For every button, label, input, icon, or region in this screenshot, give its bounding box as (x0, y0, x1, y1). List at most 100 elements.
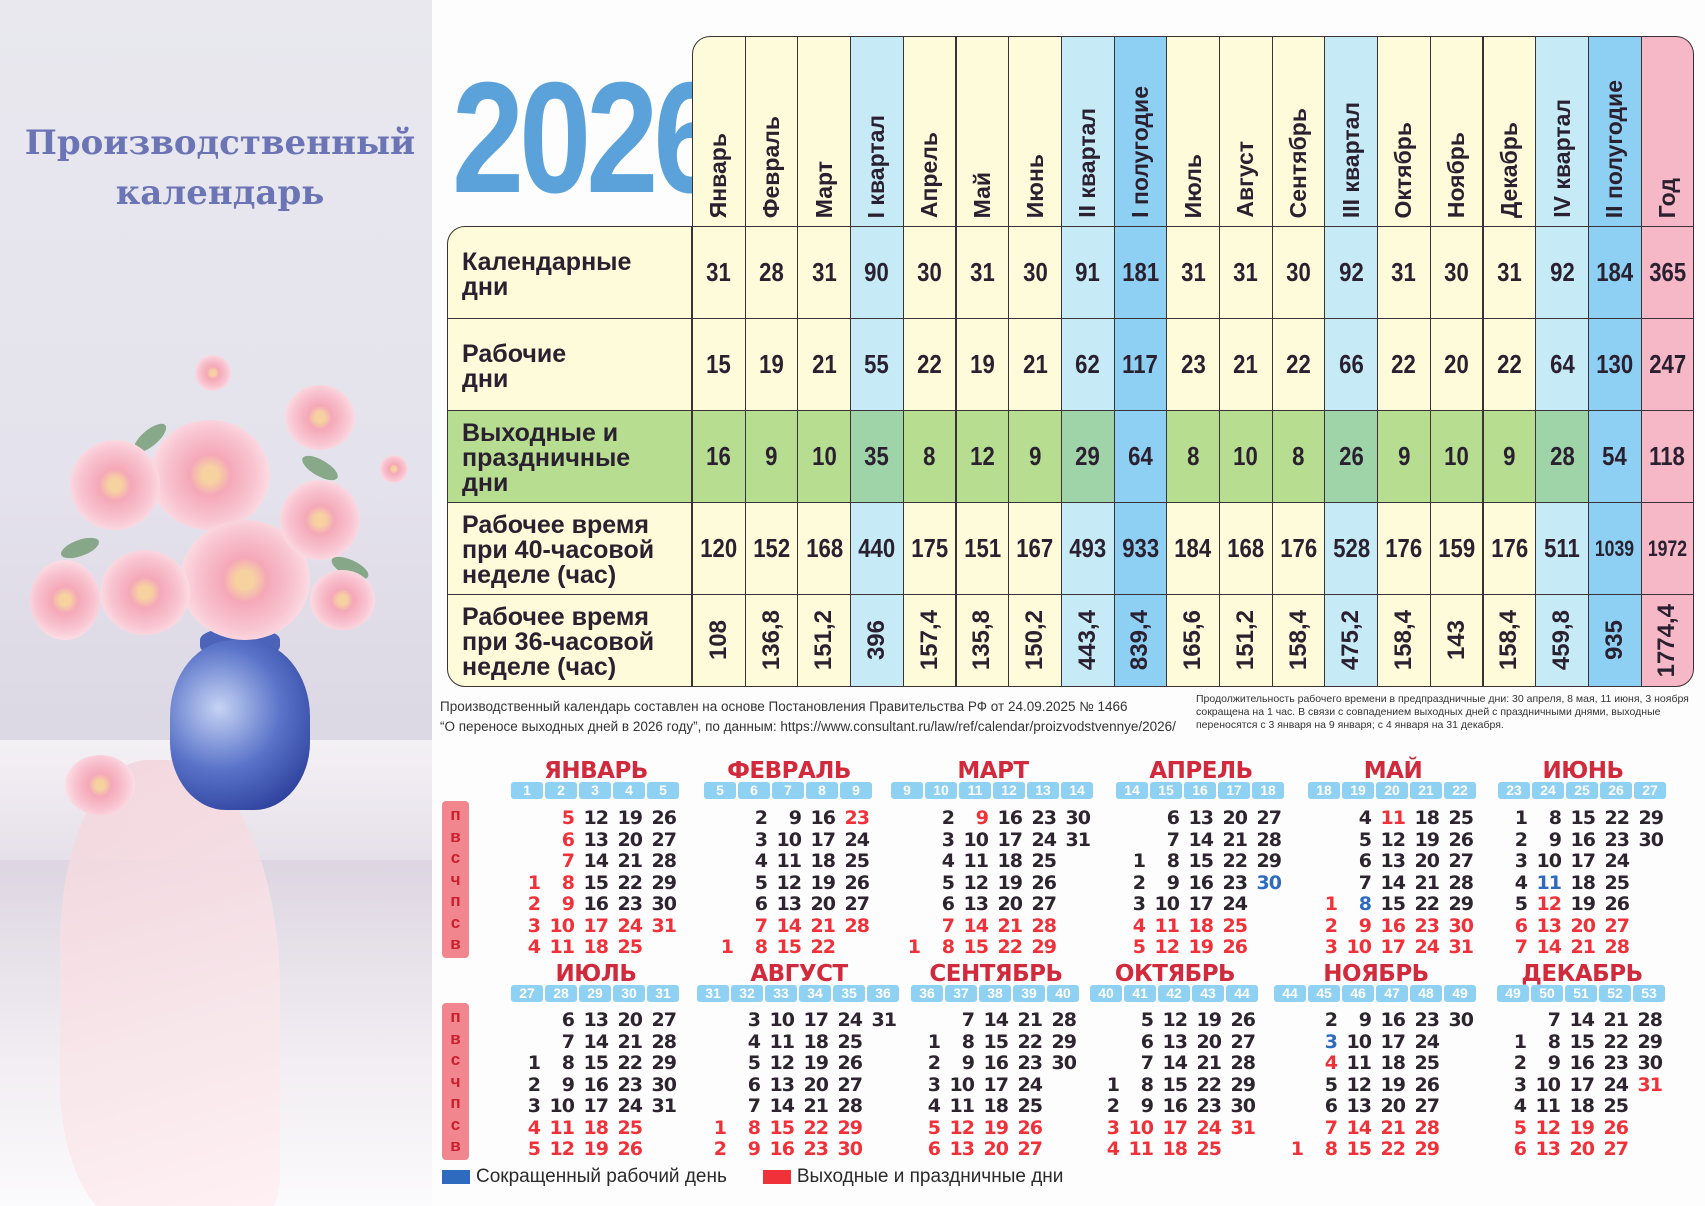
table-cell: 396 (850, 594, 904, 687)
day-cell: 9 (747, 1138, 761, 1160)
row-label-line: Выходные и (462, 419, 619, 447)
day-cell: 24 (1414, 1030, 1440, 1053)
day-cell: 23 (844, 807, 870, 829)
day-cell: 21 (1017, 1009, 1043, 1031)
day-cell: 4 (747, 1030, 761, 1053)
table-cell: 1774,4 (1640, 594, 1695, 687)
table-cell: 21 (1008, 318, 1062, 411)
day-cell: 29 (1414, 1138, 1440, 1160)
week-number: 14 (1116, 782, 1148, 799)
row-label-line: Рабочее время (462, 603, 649, 631)
weekday-label: п (450, 805, 461, 824)
day-cell: 11 (769, 1030, 795, 1053)
day-cell: 29 (1230, 1073, 1256, 1096)
day-cell: 6 (754, 893, 768, 915)
day-cell: 7 (1358, 871, 1372, 894)
cell-value: 528 (1332, 533, 1370, 563)
cell-value: 184 (1174, 533, 1212, 563)
column-header-9: I полугодие (1113, 36, 1168, 226)
day-cell: 13 (963, 893, 989, 915)
day-cell: 2 (713, 1138, 727, 1160)
table-cell: 184 (1587, 226, 1642, 319)
day-cell: 5 (754, 871, 768, 894)
day-cell: 27 (651, 828, 677, 851)
cell-value: 1774,4 (1653, 603, 1681, 678)
day-cell: 28 (1448, 871, 1474, 894)
day-cell: 8 (1548, 807, 1562, 829)
table-cell: 28 (1535, 410, 1589, 503)
day-cell: 11 (963, 850, 989, 872)
cell-value: 158,4 (1389, 610, 1417, 671)
column-header-label: II квартал (1074, 108, 1101, 218)
day-cell: 6 (1140, 1030, 1154, 1053)
day-cell: 6 (1358, 850, 1372, 872)
week-number: 23 (1498, 782, 1530, 799)
day-cell: 24 (1031, 828, 1057, 851)
weekday-label: в (450, 1136, 461, 1155)
table-cell: 1039 (1587, 502, 1642, 595)
day-cell: 28 (837, 1095, 863, 1117)
week-number: 22 (1444, 782, 1476, 799)
column-header-label: Апрель (916, 131, 943, 218)
month-1: ЯНВАРЬ 1 2 3 4 5 1 2 3 4 5 6 7 8 9 10 11 12 13 14 15 16 17 18 19… (511, 758, 681, 958)
cell-value: 167 (1016, 533, 1054, 563)
day-cell: 9 (561, 893, 575, 915)
day-cell: 28 (651, 1030, 677, 1053)
day-cell: 17 (1570, 850, 1596, 872)
day-cell: 9 (961, 1052, 975, 1074)
day-cell: 20 (983, 1138, 1009, 1160)
weekday-label: с (450, 1114, 461, 1134)
day-cell: 9 (1140, 1095, 1154, 1117)
day-cell: 27 (1414, 1095, 1440, 1117)
day-cell: 4 (1106, 1138, 1120, 1160)
day-cell: 30 (837, 1138, 863, 1160)
day-cell: 28 (1031, 914, 1057, 937)
month-title: МАЙ (1363, 758, 1423, 784)
table-cell: 130 (1587, 318, 1642, 411)
day-cell: 7 (561, 850, 575, 872)
day-cell: 21 (1414, 871, 1440, 894)
day-cell: 16 (1569, 1052, 1595, 1074)
day-cell: 28 (651, 850, 677, 872)
week-number: 3 (579, 782, 611, 799)
day-cell: 28 (1604, 936, 1630, 958)
day-cell: 23 (1222, 871, 1248, 894)
day-cell: 14 (963, 914, 989, 937)
day-cell: 15 (1188, 850, 1214, 872)
day-cell: 17 (1162, 1116, 1188, 1139)
day-cell: 21 (1222, 828, 1248, 851)
cell-value: 493 (1069, 533, 1107, 563)
day-cell: 22 (1604, 807, 1630, 829)
column-header-label: Декабрь (1495, 121, 1522, 218)
week-number: 27 (511, 985, 543, 1002)
day-cell: 3 (747, 1009, 761, 1031)
table-cell: 9 (744, 410, 799, 503)
day-cell: 30 (1448, 1009, 1474, 1031)
day-cell: 7 (961, 1009, 975, 1031)
day-cell: 13 (949, 1138, 975, 1160)
month-3: МАРТ 9 10 11 12 13 14 1 2 3 4 5 6 7 8 9 10 11 12 13 14 15 16 17… (891, 758, 1095, 958)
week-number: 19 (1342, 782, 1374, 799)
day-cell: 4 (1358, 807, 1372, 829)
week-number: 21 (1410, 782, 1442, 799)
cell-value: 92 (1338, 257, 1364, 287)
day-cell: 13 (1380, 850, 1406, 872)
day-cell: 1 (1514, 807, 1528, 829)
table-cell: 22 (1377, 318, 1431, 411)
table-cell: 90 (850, 226, 904, 319)
day-cell: 19 (1569, 1116, 1595, 1139)
cell-value: 64 (1549, 349, 1575, 379)
day-cell: 15 (1162, 1073, 1188, 1096)
day-cell: 17 (810, 828, 836, 851)
day-cell: 2 (754, 807, 768, 829)
table-cell: 365 (1640, 226, 1695, 319)
month-title: ДЕКАБРЬ (1521, 961, 1643, 987)
week-number: 47 (1376, 985, 1408, 1002)
day-cell: 4 (527, 1116, 541, 1139)
cell-value: 55 (864, 349, 890, 379)
day-cell: 22 (617, 1052, 643, 1074)
month-5: МАЙ 18 19 20 21 22 1 2 3 4 5 6 7 8 9 10 11 12 13 14 15 16 17 18… (1308, 758, 1478, 958)
table-cell: 933 (1113, 502, 1168, 595)
month-title: ФЕВРАЛЬ (727, 758, 851, 784)
day-cell: 19 (617, 807, 643, 829)
